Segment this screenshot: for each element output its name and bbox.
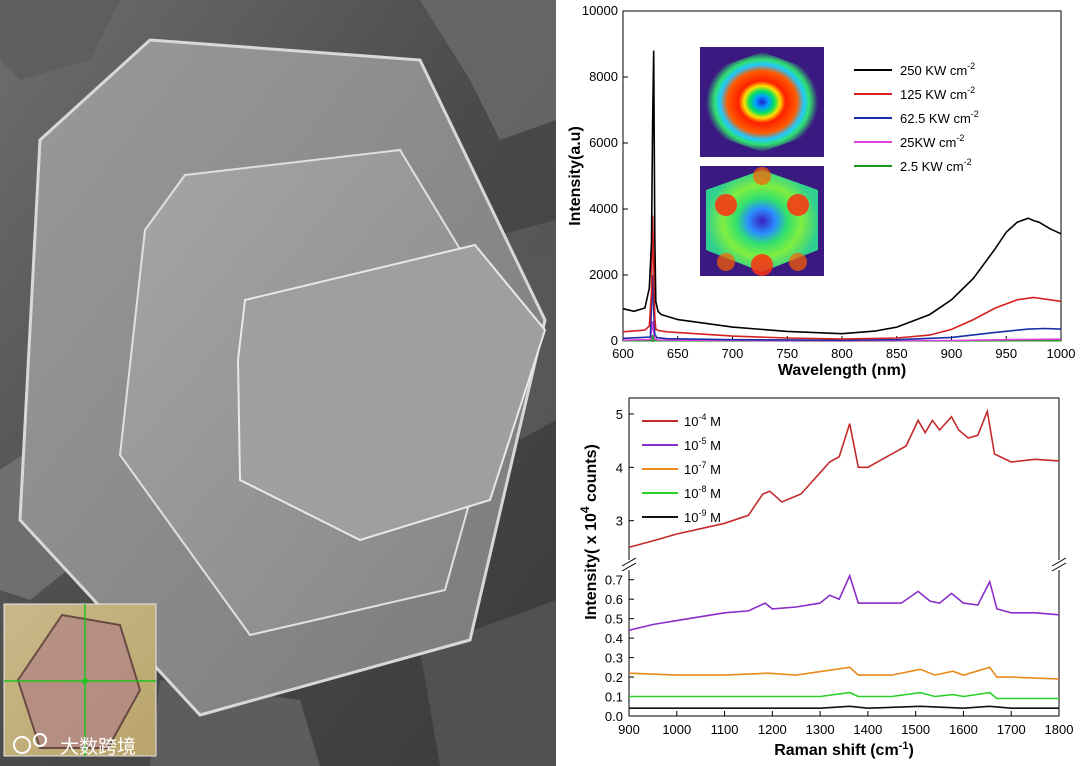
chart2-lines [628,408,1060,710]
chart2-xtick-label: 1400 [853,722,882,737]
chart2-ytick-label: 4 [616,460,623,475]
chart2-xtick-label: 1300 [806,722,835,737]
chart2-legend-label: 10-5 M [684,436,721,453]
watermark-text: 大数跨境 [60,736,136,758]
chart2-frame [628,397,1060,717]
chart1-ylabel: Intensity(a.u) [567,126,584,226]
chart1-xtick-label: 800 [831,346,853,361]
chart2-xtick-label: 1500 [901,722,930,737]
chart2-ytick-label: 0.1 [605,690,623,705]
chart2-series-line [629,691,1059,700]
chart1-ytick-label: 0 [611,333,618,348]
optical-inset [3,603,157,757]
chart1-ytick-label: 2000 [589,267,618,282]
charts-panel: 600 650 700 750 800 850 900 950 1000020004000600… [567,3,1075,759]
field-map-insets [700,47,824,276]
chart1-xtick-label: 900 [941,346,963,361]
chart2-ylabel: Intensity( x 104 counts) [578,444,600,620]
chart2-xtick-label: 1000 [662,722,691,737]
chart1-legend-label: 62.5 KW cm-2 [900,109,979,126]
chart1-legend-label: 2.5 KW cm-2 [900,157,972,174]
chart1-series-line [622,50,1062,335]
chart2-ytick-label: 3 [616,514,623,529]
chart2-xtick-label: 1800 [1045,722,1074,737]
chart1-legend: 250 KW cm-2 125 KW cm-2 62.5 KW cm-2 25KW c… [854,61,979,174]
chart2-series-line [628,666,1060,680]
chart2-legend-label: 10-4 M [684,412,721,429]
pl-spectra-chart: 600 650 700 750 800 850 900 950 1000020004000600… [567,3,1075,379]
chart1-ytick-label: 8000 [589,69,618,84]
chart2-series-line [628,573,1060,632]
chart1-xlabel: Wavelength (nm) [778,362,906,379]
chart2-series-line [629,705,1059,710]
chart2-legend-label: 10-7 M [684,460,721,477]
raman-spectra-chart: 900 1000 1100 1200 1300 1400 1500 1600 1700 1800 0… [578,397,1074,759]
chart1-series-line [622,215,1062,340]
chart1-legend-label: 25KW cm-2 [900,133,964,150]
chart1-xtick-label: 600 [612,346,634,361]
sem-micrograph: 大数跨境 [0,0,556,766]
watermark: 大数跨境 [13,733,136,758]
chart1-frame [622,10,1062,342]
chart2-ytick-label: 0.3 [605,651,623,666]
chart2-xtick-label: 1100 [711,722,739,737]
chart1-xtick-label: 1000 [1047,346,1076,361]
chart1-ytick-label: 10000 [582,3,618,18]
axis-break-marks [621,557,1067,572]
chart2-ytick-label: 0.7 [605,573,623,588]
chart1-legend-label: 250 KW cm-2 [900,61,975,78]
hexagon-crystal-step-2 [236,243,547,542]
chart2-ytick-label: 0.5 [605,612,623,627]
chart1-xtick-label: 700 [722,346,744,361]
chart2-ytick-label: 0.0 [605,709,623,724]
chart2-ytick-label: 0.6 [605,592,623,607]
chart2-series-line [628,408,1060,549]
chart1-series-line [622,274,1062,342]
chart1-legend-label: 125 KW cm-2 [900,85,975,102]
chart1-xtick-label: 950 [995,346,1017,361]
chart2-ytick-label: 0.2 [605,670,623,685]
chart2-xtick-label: 1700 [997,722,1026,737]
chart1-xtick-label: 850 [886,346,908,361]
chart2-ytick-label: 0.4 [605,631,623,646]
chart1-xtick-label: 650 [667,346,689,361]
chart2-legend: 10-4 M 10-5 M 10-7 M 10-8 M 10-9 M [642,412,721,525]
chart2-xlabel: Raman shift (cm-1) [774,740,914,759]
chart1-ticks: 600 650 700 750 800 850 900 950 1000020004000600… [582,3,1076,361]
chart1-ytick-label: 6000 [589,135,618,150]
chart1-series-line [622,321,1062,342]
chart2-legend-label: 10-9 M [684,508,721,525]
chart1-xtick-label: 750 [776,346,798,361]
chart2-xtick-label: 1600 [949,722,978,737]
chart2-legend-label: 10-8 M [684,484,721,501]
chart2-ticks: 900 1000 1100 1200 1300 1400 1500 1600 1700 1800 0… [605,407,1074,737]
chart2-xtick-label: 1200 [758,722,787,737]
chart2-xtick-label: 900 [618,722,640,737]
chart2-ytick-label: 5 [616,407,623,422]
chart1-ytick-label: 4000 [589,201,618,216]
chart1-lines [622,50,1062,342]
